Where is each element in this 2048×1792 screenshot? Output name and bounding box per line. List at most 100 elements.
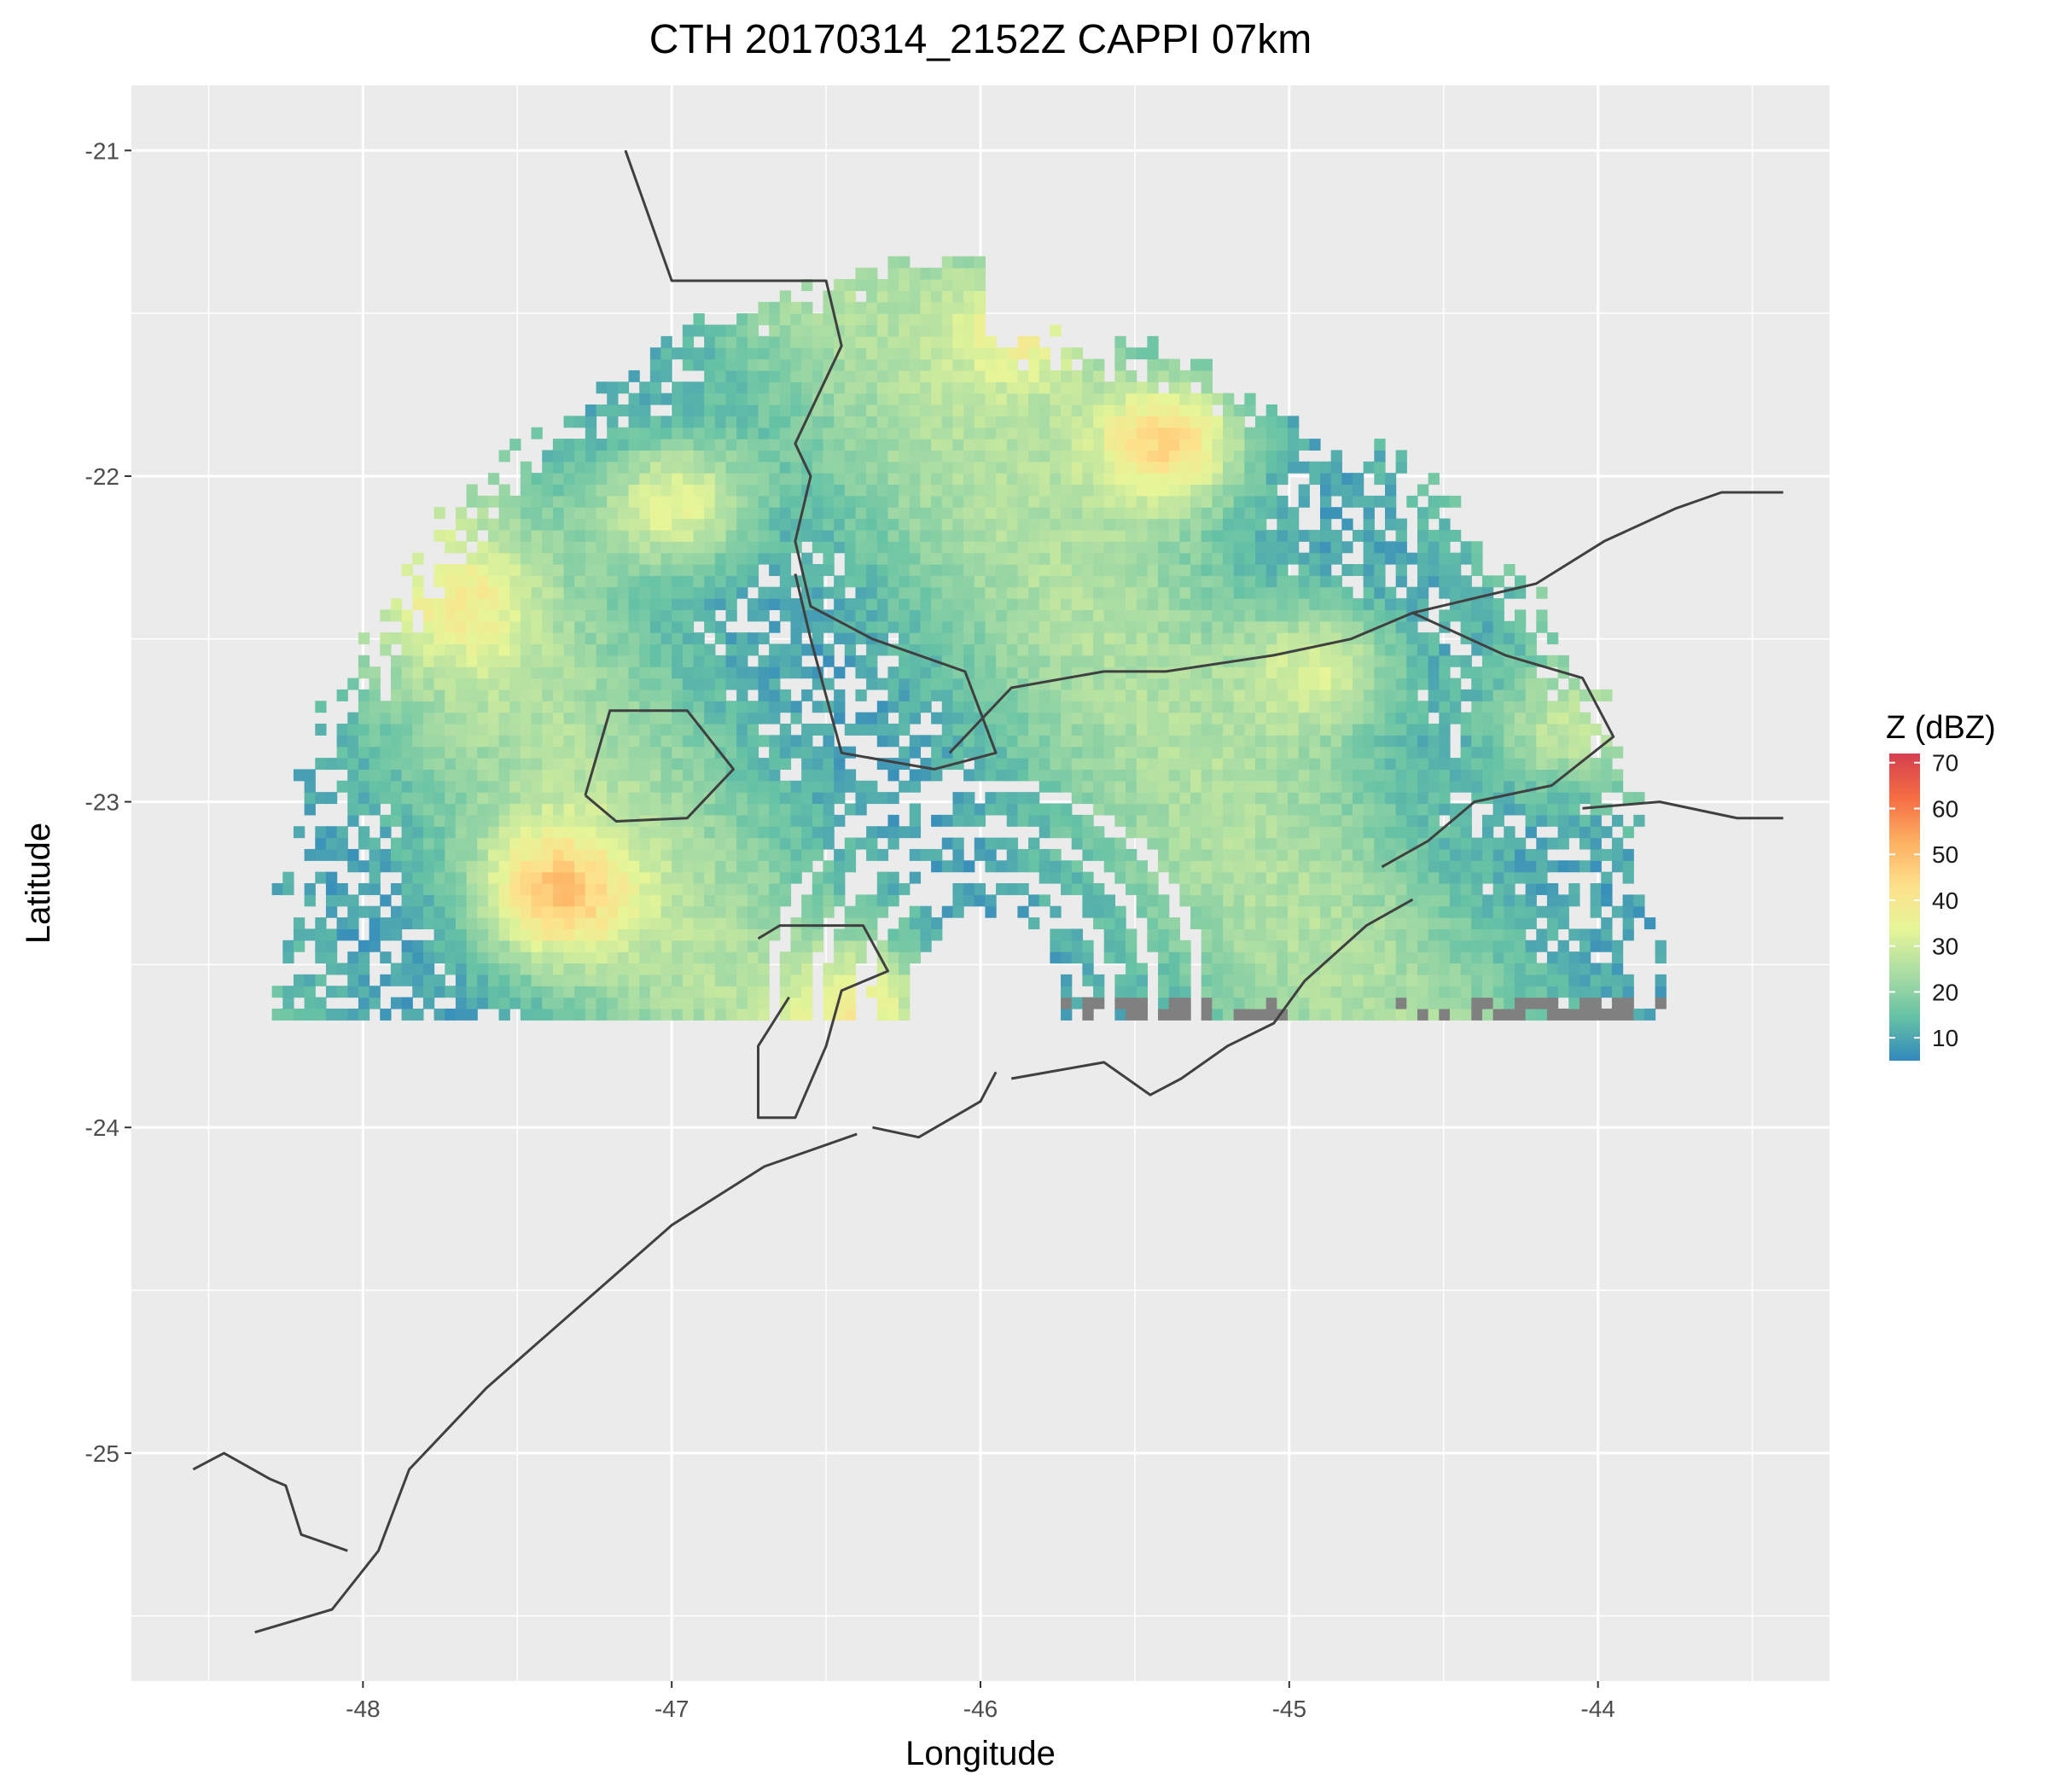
echo-cell: [1255, 461, 1267, 474]
echo-cell: [1363, 552, 1375, 565]
echo-cell: [563, 951, 575, 964]
echo-cell: [899, 951, 911, 964]
echo-cell: [552, 712, 565, 724]
echo-cell: [639, 689, 651, 701]
echo-cell: [758, 301, 770, 314]
echo-cell: [672, 484, 684, 497]
echo-cell: [1233, 598, 1245, 611]
echo-cell: [1093, 986, 1105, 998]
echo-cell: [1168, 598, 1180, 611]
echo-cell: [985, 655, 997, 667]
echo-cell: [834, 974, 846, 986]
echo-cell: [1330, 746, 1342, 759]
echo-cell: [952, 632, 964, 645]
echo-cell: [736, 461, 748, 474]
echo-cell: [466, 643, 478, 656]
echo-cell: [714, 780, 727, 793]
echo-cell: [1352, 689, 1364, 701]
echo-cell: [996, 541, 1008, 554]
echo-cell: [941, 678, 954, 690]
echo-cell: [736, 986, 748, 998]
echo-cell: [1374, 905, 1386, 918]
echo-cell: [1395, 529, 1407, 542]
echo-cell: [1395, 974, 1407, 986]
echo-cell: [812, 746, 824, 759]
echo-cell: [1071, 518, 1083, 531]
echo-cell: [1082, 461, 1094, 474]
echo-cell: [639, 837, 651, 850]
echo-cell: [563, 780, 575, 793]
echo-cell: [1006, 712, 1019, 724]
echo-cell: [1265, 439, 1277, 451]
echo-cell: [1265, 758, 1277, 771]
echo-cell: [1363, 997, 1375, 1009]
echo-cell: [607, 541, 619, 554]
echo-cell: [1017, 381, 1029, 394]
echo-cell: [996, 404, 1008, 416]
echo-cell: [844, 860, 857, 873]
echo-cell: [487, 803, 500, 816]
echo-cell: [466, 575, 478, 588]
echo-cell: [1061, 450, 1073, 463]
echo-cell: [1190, 678, 1202, 690]
echo-cell: [1309, 792, 1321, 805]
echo-cell: [1114, 484, 1126, 497]
echo-cell: [1061, 871, 1073, 884]
echo-cell: [1028, 541, 1040, 554]
echo-cell: [617, 678, 630, 690]
echo-cell: [899, 609, 911, 622]
echo-cell: [1288, 541, 1300, 554]
echo-cell: [1352, 917, 1364, 930]
echo-cell: [963, 552, 975, 565]
echo-cell: [1179, 609, 1191, 622]
echo-cell: [834, 507, 846, 520]
echo-cell: [649, 905, 662, 918]
echo-cell: [639, 871, 651, 884]
echo-cell: [412, 552, 424, 565]
echo-cell: [963, 860, 975, 873]
echo-cell: [876, 427, 889, 439]
echo-cell: [596, 940, 608, 952]
echo-cell: [1255, 666, 1267, 679]
echo-cell: [1212, 974, 1224, 986]
echo-cell: [1265, 529, 1277, 542]
echo-cell: [736, 803, 748, 816]
echo-cell: [585, 552, 597, 565]
echo-cell: [1374, 928, 1386, 941]
echo-cell: [1309, 780, 1321, 793]
echo-cell: [1082, 450, 1094, 463]
echo-cell: [920, 461, 932, 474]
echo-cell: [1320, 598, 1332, 611]
echo-cell: [1179, 871, 1191, 884]
echo-cell: [1330, 609, 1342, 622]
echo-cell: [466, 518, 478, 531]
echo-cell: [1179, 369, 1191, 382]
echo-cell: [672, 439, 684, 451]
echo-cell: [628, 575, 640, 588]
echo-cell: [931, 928, 943, 941]
echo-cell: [1320, 997, 1332, 1009]
echo-cell: [779, 986, 792, 998]
echo-cell: [1158, 678, 1170, 690]
echo-cell: [607, 928, 619, 941]
echo-cell: [498, 871, 510, 884]
echo-cell: [974, 632, 986, 645]
echo-cell: [974, 735, 986, 748]
echo-cell: [1341, 689, 1353, 701]
echo-cell: [834, 529, 846, 542]
echo-cell: [1006, 735, 1019, 748]
echo-cell: [876, 701, 889, 713]
echo-cell: [369, 712, 381, 724]
echo-cell: [1265, 917, 1277, 930]
echo-cell: [1363, 746, 1375, 759]
echo-cell: [660, 598, 672, 611]
echo-cell: [704, 894, 716, 907]
echo-cell: [1071, 586, 1083, 599]
echo-cell: [520, 484, 532, 497]
echo-cell: [542, 473, 554, 486]
echo-cell: [412, 575, 424, 588]
echo-cell: [963, 655, 975, 667]
echo-cell: [574, 735, 586, 748]
echo-cell: [1363, 541, 1375, 554]
echo-cell: [812, 529, 824, 542]
